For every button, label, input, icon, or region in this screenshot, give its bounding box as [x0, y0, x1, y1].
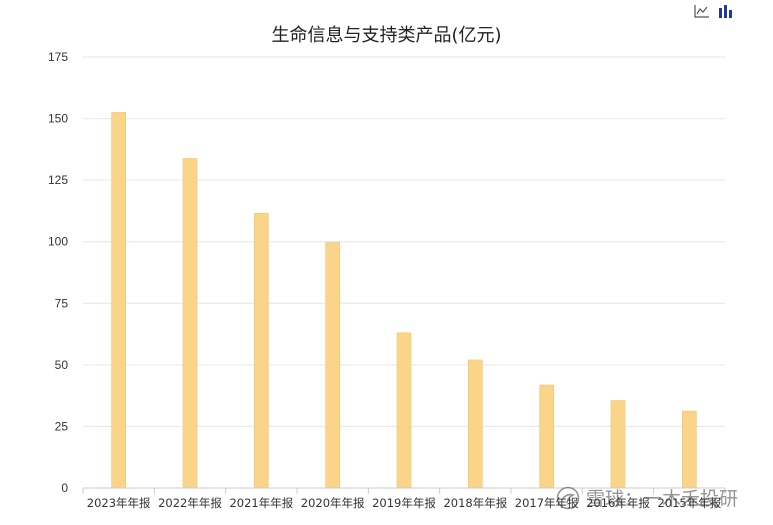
bar[interactable] [325, 242, 340, 489]
bar[interactable] [468, 359, 483, 489]
x-tick-label: 2016年年报 [586, 496, 650, 510]
y-tick-label: 100 [48, 235, 68, 249]
x-tick-label: 2023年年报 [87, 496, 151, 510]
chart-toolbar [693, 3, 735, 19]
x-tick-label: 2020年年报 [301, 496, 365, 510]
bars [111, 112, 697, 489]
y-tick-label: 0 [61, 481, 68, 495]
bar[interactable] [396, 332, 412, 489]
bar[interactable] [610, 400, 626, 489]
bar[interactable] [539, 384, 554, 489]
y-tick-label: 75 [55, 296, 69, 310]
chart-title: 生命信息与支持类产品(亿元) [271, 25, 502, 46]
bar[interactable] [254, 213, 269, 489]
y-tick-label: 125 [48, 173, 68, 187]
bar[interactable] [182, 158, 198, 489]
y-axis-tick-labels: 0 25 50 75 100 125 150 175 [48, 50, 68, 495]
y-tick-label: 25 [55, 419, 69, 433]
y-tick-label: 50 [55, 358, 69, 372]
snowball-logo-icon [556, 486, 580, 509]
y-tick-label: 150 [48, 112, 68, 126]
x-axis [82, 487, 726, 494]
x-tick-label: 2021年年报 [229, 496, 293, 510]
watermark-text: 雪球：一木禾投研 [586, 488, 739, 510]
watermark: 雪球：一木禾投研 [556, 484, 738, 511]
y-tick-label: 175 [48, 50, 68, 64]
bar[interactable] [682, 410, 697, 489]
x-axis-tick-labels: 2023年年报 2022年年报 2021年年报 2020年年报 2019年年报 2018年… [87, 496, 722, 510]
bar-chart-icon [719, 5, 732, 18]
bar[interactable] [111, 112, 126, 489]
bar-chart-button[interactable] [717, 3, 735, 19]
x-tick-label: 2019年年报 [372, 496, 436, 510]
line-chart-icon [694, 5, 709, 18]
x-tick-label: 2018年年报 [443, 496, 507, 510]
x-tick-label: 2022年年报 [158, 496, 222, 510]
line-chart-button[interactable] [693, 3, 711, 19]
x-tick-label: 2015年年报 [657, 496, 721, 510]
